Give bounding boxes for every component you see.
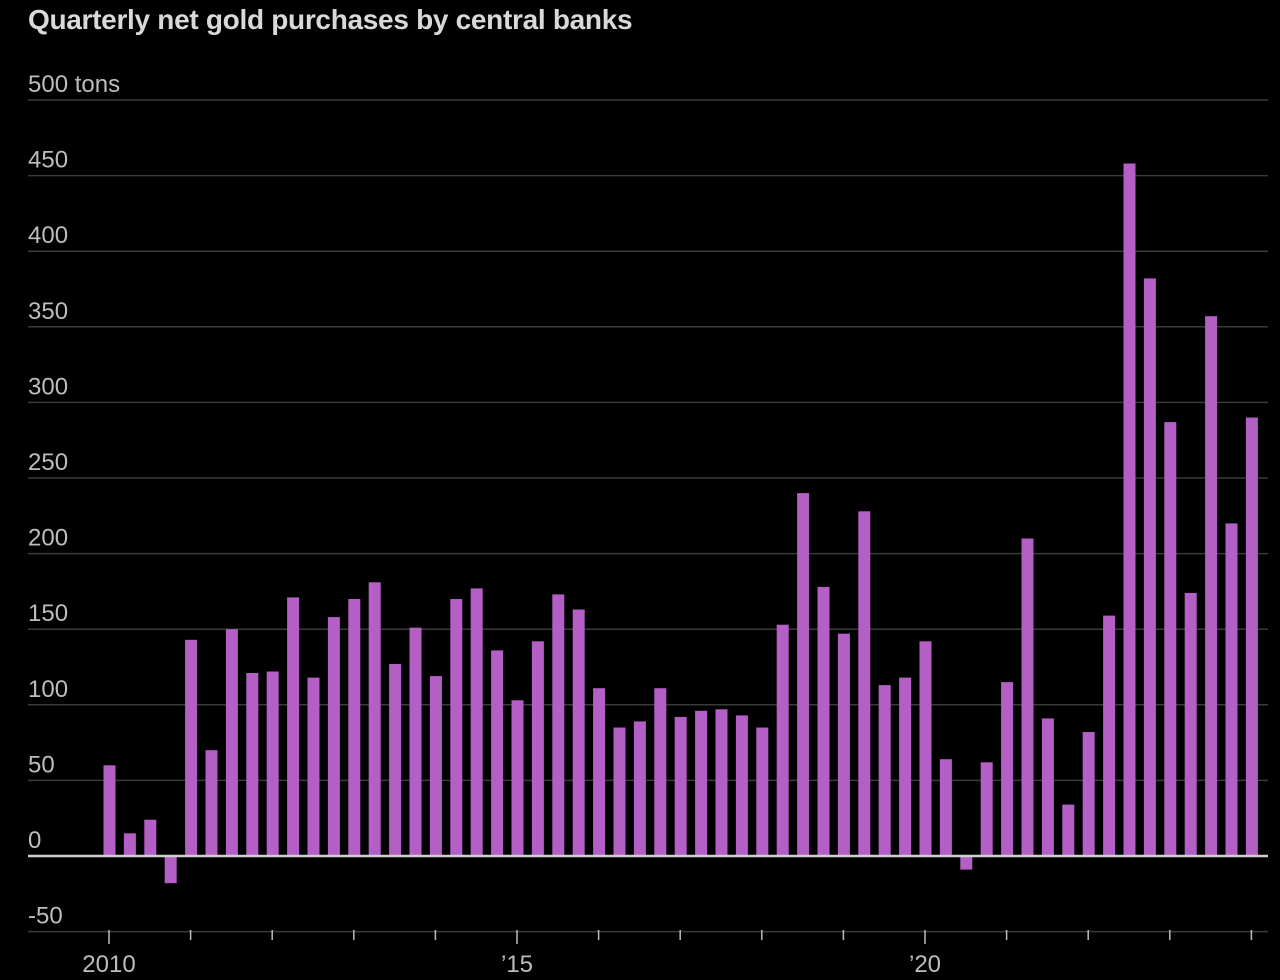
bar: [613, 727, 626, 856]
bar: [409, 627, 422, 856]
bar: [899, 677, 912, 856]
bar: [695, 710, 708, 856]
bar: [1021, 538, 1034, 856]
bar: [674, 716, 687, 856]
bar: [878, 685, 891, 856]
y-tick-label: -50: [28, 903, 63, 930]
bar: [1041, 718, 1054, 856]
y-tick-label: 100: [28, 676, 68, 703]
bar: [1184, 592, 1197, 856]
chart-title: Quarterly net gold purchases by central …: [28, 4, 633, 35]
bar: [123, 833, 136, 856]
x-tick-label: ’15: [501, 951, 533, 978]
bar: [552, 594, 565, 856]
bar: [531, 641, 544, 856]
bar: [980, 762, 993, 856]
bar: [1001, 682, 1014, 856]
x-tick-label: ’20: [909, 951, 941, 978]
bar: [1082, 732, 1095, 856]
y-tick-label: 400: [28, 222, 68, 249]
y-tick-label: 250: [28, 449, 68, 476]
bar: [1164, 422, 1177, 856]
y-tick-label: 0: [28, 827, 41, 854]
bar: [939, 759, 952, 856]
bar: [266, 671, 279, 856]
bar: [1062, 804, 1075, 856]
bar: [960, 856, 973, 870]
bar: [572, 609, 585, 856]
bar: [307, 677, 320, 856]
bar: [368, 582, 381, 856]
bar: [225, 629, 238, 856]
bar: [593, 688, 606, 856]
bar: [185, 639, 198, 856]
y-tick-label: 300: [28, 373, 68, 400]
y-tick-label: 500 tons: [28, 71, 120, 98]
bar: [1205, 316, 1218, 856]
bar: [450, 599, 463, 856]
bar: [287, 597, 300, 856]
bar: [164, 856, 177, 884]
bars: [103, 163, 1258, 884]
bar: [1143, 278, 1156, 856]
bar: [491, 650, 504, 856]
bar: [1123, 163, 1136, 856]
x-tick-label: 2010: [82, 951, 135, 978]
bar: [797, 493, 810, 856]
bar: [715, 709, 728, 856]
bar: [756, 727, 769, 856]
bar: [103, 765, 116, 856]
bar: [389, 664, 402, 856]
bar: [858, 511, 871, 856]
bar: [144, 819, 157, 856]
y-tick-label: 150: [28, 600, 68, 627]
bar: [837, 633, 850, 856]
bar: [776, 624, 789, 856]
bar: [1103, 615, 1116, 856]
bar: [817, 586, 830, 856]
bar: [735, 715, 748, 856]
bar: [327, 617, 340, 856]
bar: [1245, 417, 1258, 856]
bar: [470, 588, 483, 856]
bar: [1225, 523, 1238, 856]
bar: [348, 599, 361, 856]
bar: [205, 750, 218, 856]
bar: [654, 688, 667, 856]
y-tick-label: 350: [28, 298, 68, 325]
axes: 500 tons 450 400 350 300 250 200 150 100 50 0 -50 20…: [28, 71, 1268, 978]
y-tick-label: 450: [28, 147, 68, 174]
bar: [919, 641, 932, 856]
y-tick-label: 50: [28, 751, 55, 778]
bar: [511, 700, 524, 856]
bar: [633, 721, 646, 856]
y-tick-label: 200: [28, 525, 68, 552]
bar: [429, 676, 442, 856]
bar: [246, 673, 259, 856]
